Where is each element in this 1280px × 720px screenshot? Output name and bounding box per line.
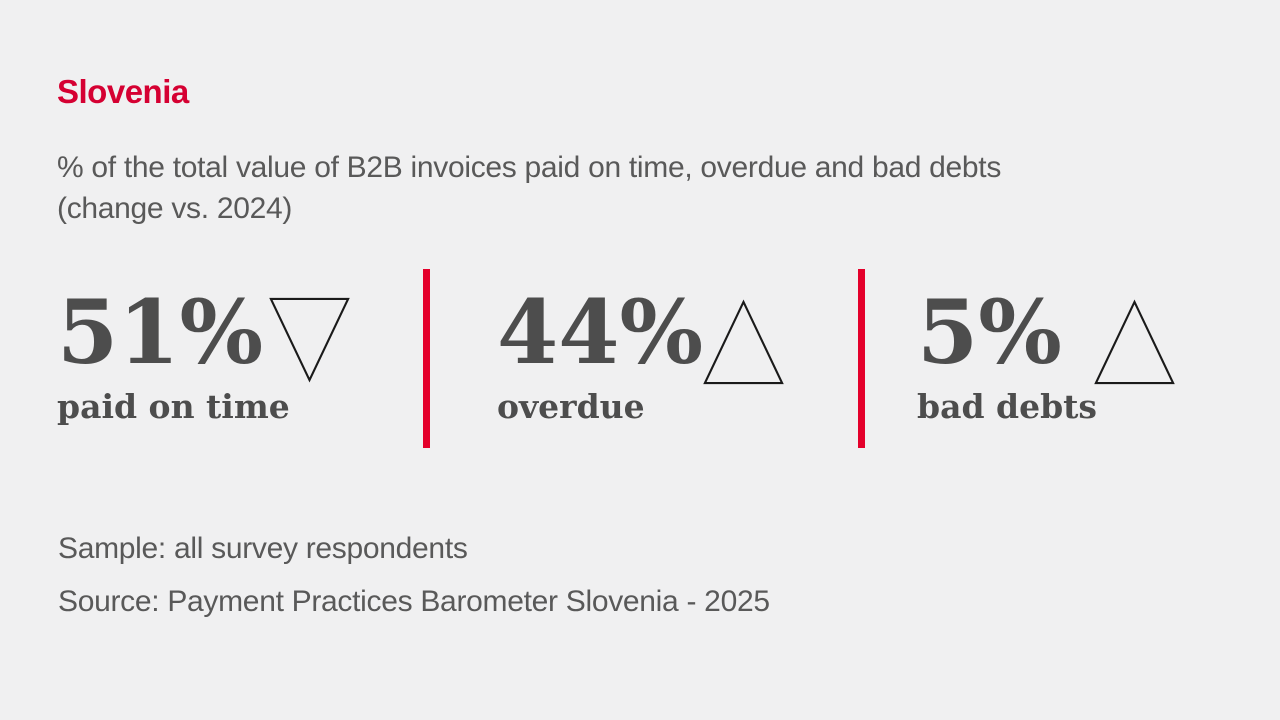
page-title: Slovenia xyxy=(57,73,189,110)
source-note: Source: Payment Practices Barometer Slov… xyxy=(58,585,770,618)
stat-value: 51% xyxy=(57,280,264,384)
stat-bad-debts: 5% bad debts xyxy=(917,288,1277,426)
triangle-down-icon xyxy=(268,296,351,383)
chart-subtitle-line1: % of the total value of B2B invoices pai… xyxy=(57,151,1002,184)
chart-subtitle-line2: (change vs. 2024) xyxy=(57,192,293,225)
stat-label: paid on time xyxy=(57,387,290,426)
stat-paid-on-time: 51% paid on time xyxy=(57,288,417,426)
chart-subtitle: % of the total value of B2B invoices pai… xyxy=(57,147,1001,229)
stat-label: overdue xyxy=(497,387,645,426)
triangle-up-icon xyxy=(1093,299,1176,386)
triangle-up-icon xyxy=(702,299,785,386)
stat-label: bad debts xyxy=(917,387,1097,426)
sample-note: Sample: all survey respondents xyxy=(58,532,468,565)
divider-bar xyxy=(423,269,430,448)
divider-bar xyxy=(858,269,865,448)
stat-value: 44% xyxy=(497,280,704,384)
stat-value: 5% xyxy=(917,280,1062,384)
stat-overdue: 44% overdue xyxy=(497,288,857,426)
